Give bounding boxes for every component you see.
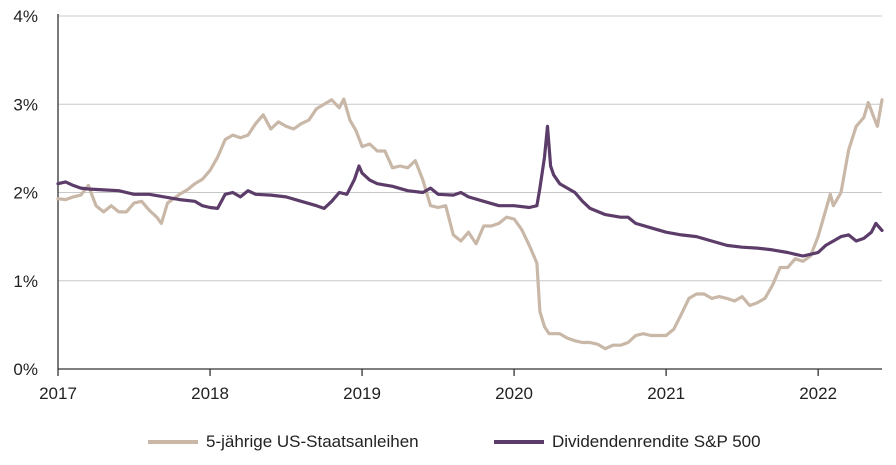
y-axis-tick-labels: 0% 1% 2% 3% 4% [13,7,38,379]
y-tick-label: 0% [13,360,38,379]
line-chart: 0% 1% 2% 3% 4% 2017 2018 2019 2020 2021 2022 [13,7,884,403]
x-tick-label: 2022 [799,384,837,403]
x-tick-label: 2021 [647,384,685,403]
series-line-dividend [56,124,884,258]
y-tick-label: 2% [13,184,38,203]
legend: 5-jährige US-Staatsanleihen Dividendenre… [0,432,896,456]
x-tick-label: 2018 [191,384,229,403]
legend-label-dividend: Dividendenrendite S&P 500 [552,432,761,451]
gridlines [58,15,882,282]
x-tick-label: 2017 [39,384,77,403]
y-tick-label: 3% [13,95,38,114]
legend-swatch-dividend [494,440,544,444]
x-tick-label: 2019 [343,384,381,403]
x-axis-tick-labels: 2017 2018 2019 2020 2021 2022 [39,384,837,403]
legend-item-treasury: 5-jährige US-Staatsanleihen [148,432,419,452]
series-line-treasury [56,97,884,351]
legend-swatch-treasury [148,440,198,444]
legend-label-treasury: 5-jährige US-Staatsanleihen [206,432,419,451]
legend-item-dividend: Dividendenrendite S&P 500 [494,432,761,452]
y-tick-label: 1% [13,272,38,291]
x-tick-label: 2020 [495,384,533,403]
axes [57,14,882,376]
y-tick-label: 4% [13,7,38,26]
series-lines [56,97,884,351]
